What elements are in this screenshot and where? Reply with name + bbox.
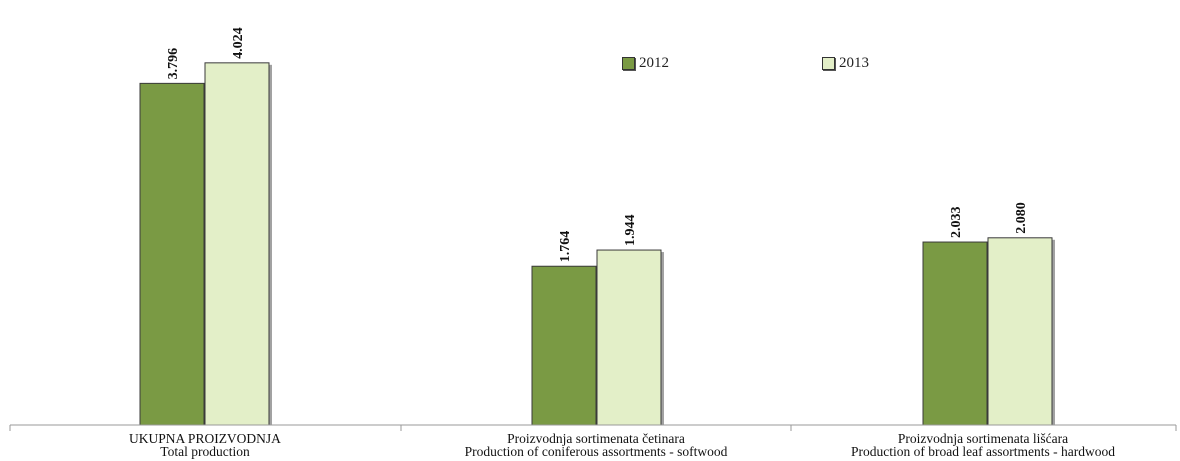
legend-label-2012: 2012 [639, 55, 669, 71]
bar-2012-2 [922, 241, 988, 426]
value-label: 1.944 [623, 215, 638, 247]
category-label-line-2: Total production [160, 444, 250, 459]
legend-label-2013: 2013 [839, 55, 869, 71]
category-label-total: UKUPNA PROIZVODNJA Total production [10, 431, 400, 459]
value-label: 3.796 [166, 48, 181, 80]
value-label: 2.033 [949, 207, 964, 239]
category-label-line-1: UKUPNA PROIZVODNJA [129, 431, 281, 446]
bar-2013-2 [987, 237, 1053, 426]
value-label: 4.024 [231, 27, 246, 59]
value-label: 2.080 [1014, 202, 1029, 234]
category-label-line-1: Proizvodnja sortimenata lišćara [897, 431, 1069, 446]
category-label-line-2: Production of coniferous assortments - s… [464, 444, 728, 459]
category-label-line-2: Production of broad leaf assortments - h… [851, 444, 1115, 459]
category-label-hardwood: Proizvodnja sortimenata lišćara Producti… [788, 431, 1178, 459]
bar-2012-1 [531, 265, 597, 426]
category-label-softwood: Proizvodnja sortimenata četinara Product… [401, 431, 791, 459]
legend-swatch-2013 [822, 57, 835, 70]
legend-item-2013: 2013 [822, 55, 869, 72]
bars-group: 3.796 1.764 2.033 4.024 1.944 2.080 [139, 27, 1055, 426]
bar-2013-1 [596, 249, 662, 426]
legend-item-2012: 2012 [622, 55, 669, 72]
bar-2013-0 [204, 62, 270, 426]
bar-2012-0 [139, 82, 205, 426]
category-label-line-1: Proizvodnja sortimenata četinara [507, 431, 685, 446]
legend-swatch-2012 [622, 57, 635, 70]
value-label: 1.764 [558, 231, 573, 263]
